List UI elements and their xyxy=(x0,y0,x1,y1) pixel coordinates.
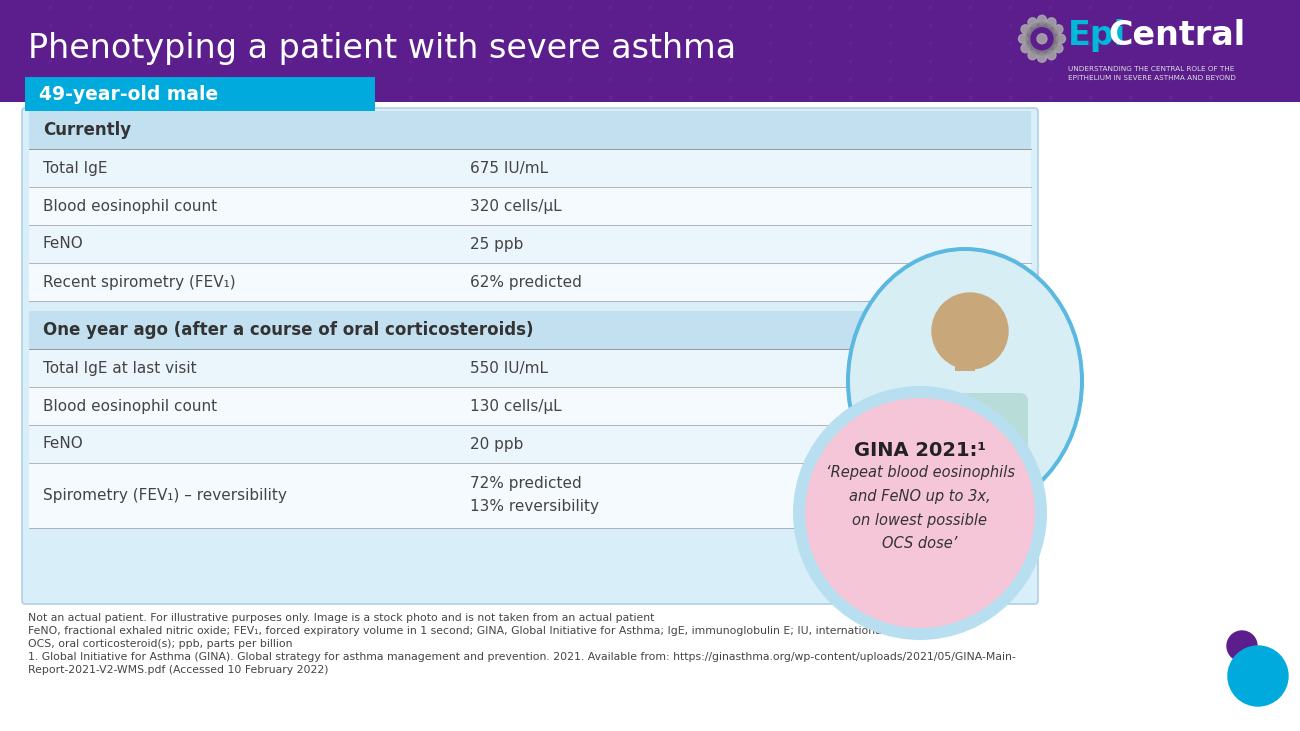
Text: 13% reversibility: 13% reversibility xyxy=(471,499,599,515)
Text: 130 cells/μL: 130 cells/μL xyxy=(471,398,562,414)
FancyBboxPatch shape xyxy=(0,0,1300,102)
Text: Total IgE: Total IgE xyxy=(43,161,108,175)
Circle shape xyxy=(1018,34,1027,43)
Text: Not an actual patient. For illustrative purposes only. Image is a stock photo an: Not an actual patient. For illustrative … xyxy=(29,613,654,623)
Circle shape xyxy=(1020,44,1030,53)
FancyBboxPatch shape xyxy=(29,225,1031,263)
Circle shape xyxy=(1227,631,1257,661)
Circle shape xyxy=(1028,18,1037,27)
Text: Spirometry (FEV₁) – reversibility: Spirometry (FEV₁) – reversibility xyxy=(43,488,287,503)
Text: 49-year-old male: 49-year-old male xyxy=(39,85,218,104)
Circle shape xyxy=(1037,34,1046,44)
FancyBboxPatch shape xyxy=(22,108,1037,604)
Circle shape xyxy=(1228,646,1288,706)
FancyBboxPatch shape xyxy=(902,393,1028,484)
Text: GINA 2021:¹: GINA 2021:¹ xyxy=(854,442,985,461)
Text: Currently: Currently xyxy=(43,121,131,139)
Circle shape xyxy=(1057,34,1066,43)
Circle shape xyxy=(805,398,1035,628)
FancyBboxPatch shape xyxy=(29,263,1031,301)
Text: UNDERSTANDING THE CENTRAL ROLE OF THE
EPITHELIUM IN SEVERE ASTHMA AND BEYOND: UNDERSTANDING THE CENTRAL ROLE OF THE EP… xyxy=(1069,66,1236,81)
FancyBboxPatch shape xyxy=(29,149,1031,187)
Circle shape xyxy=(1028,50,1037,60)
Circle shape xyxy=(1037,15,1046,24)
Text: 62% predicted: 62% predicted xyxy=(471,275,582,289)
Circle shape xyxy=(793,386,1046,640)
FancyBboxPatch shape xyxy=(29,187,1031,225)
Text: Recent spirometry (FEV₁): Recent spirometry (FEV₁) xyxy=(43,275,235,289)
Text: 675 IU/mL: 675 IU/mL xyxy=(471,161,549,175)
FancyBboxPatch shape xyxy=(29,387,1031,425)
Text: Phenotyping a patient with severe asthma: Phenotyping a patient with severe asthma xyxy=(29,32,736,66)
Circle shape xyxy=(1054,25,1063,34)
Text: One year ago (after a course of oral corticosteroids): One year ago (after a course of oral cor… xyxy=(43,321,533,339)
Text: 20 ppb: 20 ppb xyxy=(471,436,524,452)
FancyBboxPatch shape xyxy=(29,425,1031,463)
FancyBboxPatch shape xyxy=(25,77,374,111)
Circle shape xyxy=(932,293,1008,369)
Text: OCS, oral corticosteroid(s); ppb, parts per billion: OCS, oral corticosteroid(s); ppb, parts … xyxy=(29,639,293,649)
FancyBboxPatch shape xyxy=(29,463,1031,528)
Text: ‘Repeat blood eosinophils
and FeNO up to 3x,
on lowest possible
OCS dose’: ‘Repeat blood eosinophils and FeNO up to… xyxy=(826,464,1014,551)
Circle shape xyxy=(1026,23,1058,55)
Circle shape xyxy=(1031,28,1053,50)
FancyBboxPatch shape xyxy=(29,111,1031,149)
Text: 72% predicted: 72% predicted xyxy=(471,476,582,491)
Circle shape xyxy=(1037,53,1046,62)
Text: Total IgE at last visit: Total IgE at last visit xyxy=(43,360,196,376)
Text: Report-2021-V2-WMS.pdf (Accessed 10 February 2022): Report-2021-V2-WMS.pdf (Accessed 10 Febr… xyxy=(29,665,329,675)
FancyBboxPatch shape xyxy=(29,311,1031,349)
Text: Epi: Epi xyxy=(1069,19,1126,52)
FancyBboxPatch shape xyxy=(29,349,1031,387)
Text: FeNO: FeNO xyxy=(43,436,83,452)
Ellipse shape xyxy=(846,247,1084,515)
Circle shape xyxy=(1046,50,1056,60)
Circle shape xyxy=(1046,18,1056,27)
Circle shape xyxy=(1054,44,1063,53)
FancyBboxPatch shape xyxy=(956,341,975,371)
Text: 320 cells/μL: 320 cells/μL xyxy=(471,199,562,213)
Text: FeNO, fractional exhaled nitric oxide; FEV₁, forced expiratory volume in 1 secon: FeNO, fractional exhaled nitric oxide; F… xyxy=(29,626,919,636)
Ellipse shape xyxy=(850,251,1080,511)
Text: 1. Global Initiative for Asthma (GINA). Global strategy for asthma management an: 1. Global Initiative for Asthma (GINA). … xyxy=(29,652,1015,662)
Circle shape xyxy=(1020,25,1030,34)
Text: Blood eosinophil count: Blood eosinophil count xyxy=(43,199,217,213)
Text: 25 ppb: 25 ppb xyxy=(471,237,524,251)
Text: Central: Central xyxy=(1108,19,1245,52)
Text: FeNO: FeNO xyxy=(43,237,83,251)
Text: 550 IU/mL: 550 IU/mL xyxy=(471,360,549,376)
Text: Blood eosinophil count: Blood eosinophil count xyxy=(43,398,217,414)
